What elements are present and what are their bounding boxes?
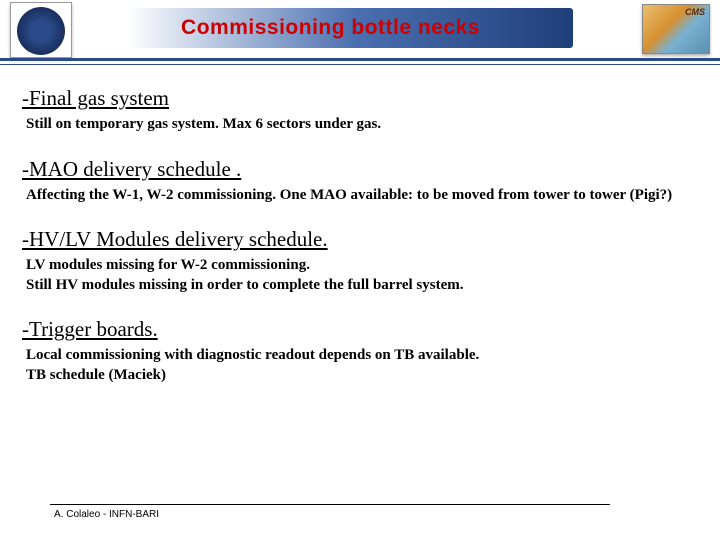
section-body: LV modules missing for W-2 commissioning… (22, 256, 698, 295)
section-body: Still on temporary gas system. Max 6 sec… (22, 115, 698, 135)
cern-logo (10, 2, 72, 58)
title-bar: Commissioning bottle necks (88, 8, 573, 48)
section-body: Affecting the W-1, W-2 commissioning. On… (22, 186, 698, 206)
section-heading: -Trigger boards. (22, 317, 698, 342)
cern-logo-circle (17, 7, 65, 55)
slide-content: -Final gas system Still on temporary gas… (0, 68, 720, 385)
section-heading: -Final gas system (22, 86, 698, 111)
section-heading: -MAO delivery schedule . (22, 157, 698, 182)
slide-footer: A. Colaleo - INFN-BARI (50, 504, 610, 520)
slide-header: Commissioning bottle necks CMS (0, 0, 720, 68)
footer-divider (50, 504, 610, 505)
section-body: Local commissioning with diagnostic read… (22, 346, 698, 385)
cms-logo: CMS (642, 4, 710, 54)
header-divider (0, 58, 720, 65)
slide-title: Commissioning bottle necks (181, 16, 480, 40)
footer-author: A. Colaleo - INFN-BARI (50, 509, 610, 520)
cms-logo-label: CMS (685, 7, 705, 17)
section-heading: -HV/LV Modules delivery schedule. (22, 227, 698, 252)
